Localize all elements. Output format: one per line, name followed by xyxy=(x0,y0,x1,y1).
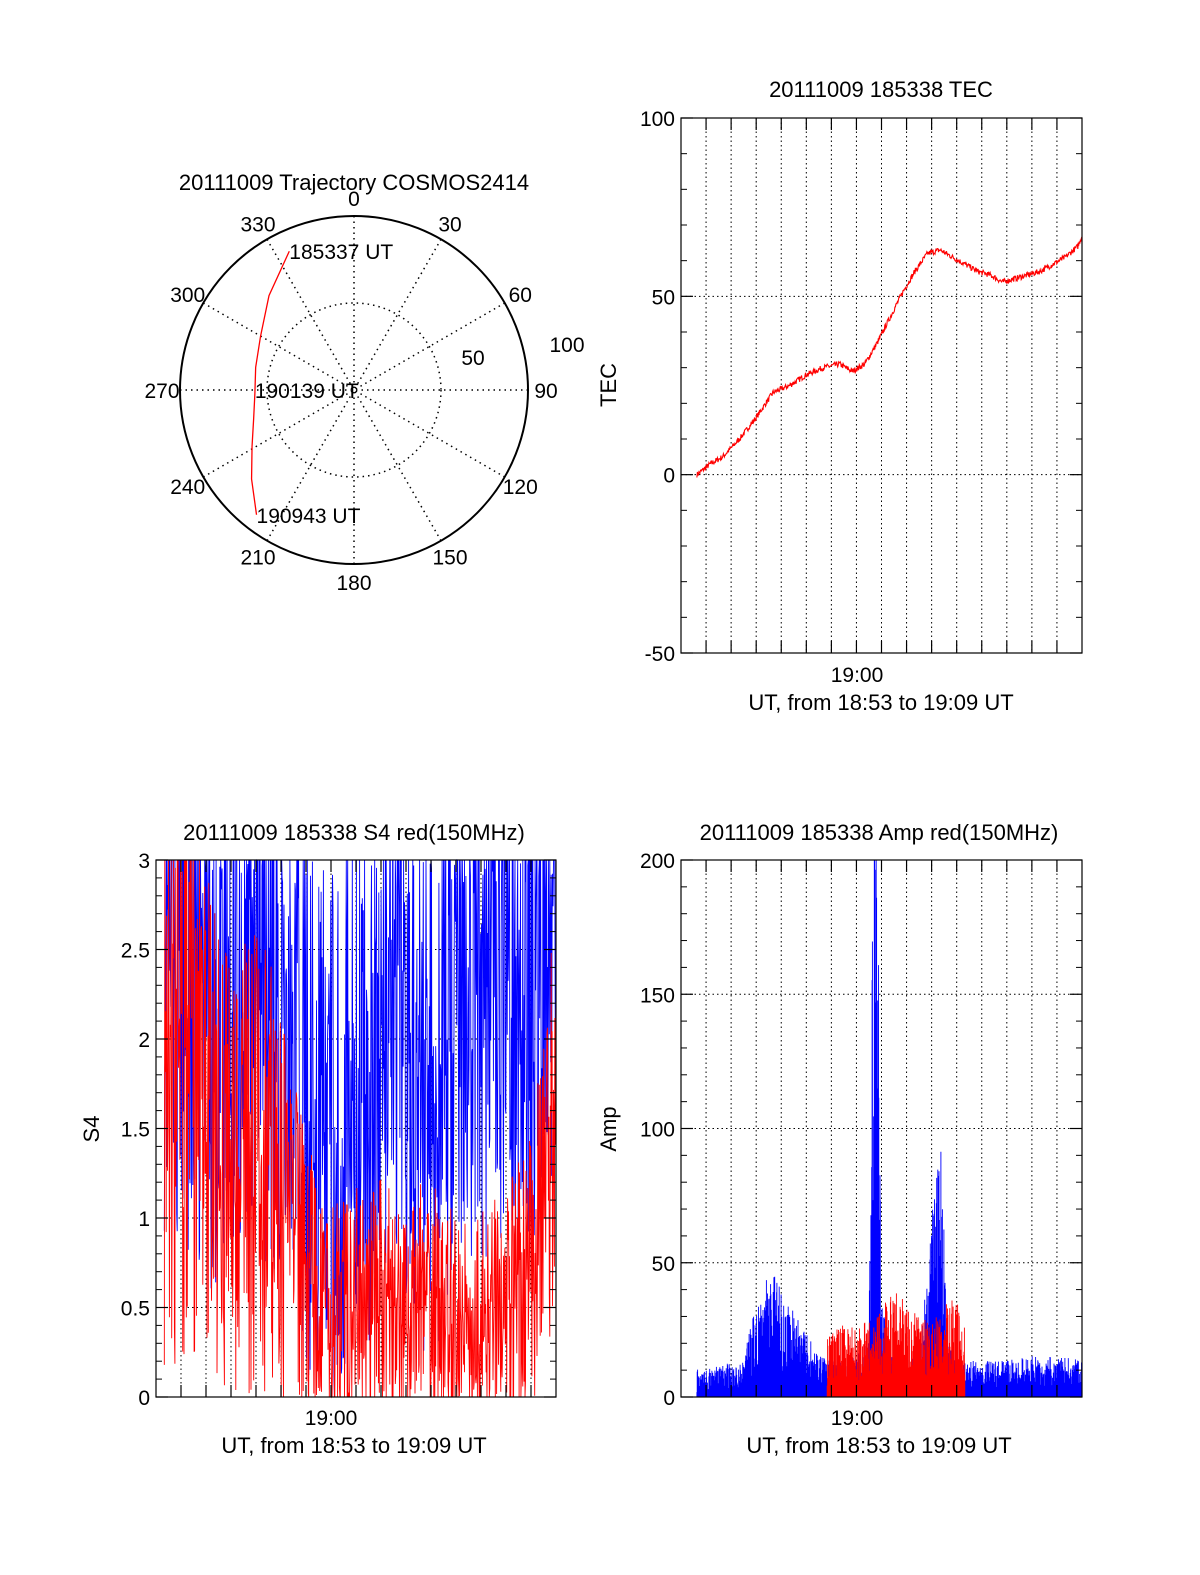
y-tick-label: 100 xyxy=(640,1119,675,1142)
polar-angle-label: 180 xyxy=(336,572,371,595)
polar-angle-label: 300 xyxy=(170,284,205,307)
trajectory-annotation: 185337 UT xyxy=(289,241,393,264)
y-tick-label: 150 xyxy=(640,984,675,1007)
y-tick-label: 0 xyxy=(663,1387,675,1410)
polar-angle-label: 60 xyxy=(509,284,532,307)
polar-grid xyxy=(180,216,528,564)
trajectory-annotation: 190139 UT xyxy=(255,380,359,403)
s4-panel: 20111009 185338 S4 red(150MHz) 0 0.5 1 1.5 2… xyxy=(79,820,557,1458)
tec-x-axis-label: UT, from 18:53 to 19:09 UT xyxy=(748,690,1013,715)
amp-grid xyxy=(681,860,1082,1397)
y-tick-label: -50 xyxy=(645,643,675,666)
y-tick-label: 100 xyxy=(640,108,675,131)
trajectory-line xyxy=(250,250,290,515)
tec-data xyxy=(696,236,1083,478)
s4-y-axis-label: S4 xyxy=(79,1116,104,1143)
polar-radius-label: 50 xyxy=(461,347,484,370)
polar-annotations: 185337 UT 190139 UT 190943 UT xyxy=(255,241,394,528)
y-tick-label: 200 xyxy=(640,850,675,873)
tec-x-tick-label: 19:00 xyxy=(831,664,884,687)
s4-title: 20111009 185338 S4 red(150MHz) xyxy=(183,820,525,845)
polar-angle-label: 330 xyxy=(240,214,275,237)
y-tick-label: 0 xyxy=(663,465,675,488)
polar-angle-label: 120 xyxy=(503,476,538,499)
trajectory-annotation: 190943 UT xyxy=(257,505,361,528)
amp-y-axis-label: Amp xyxy=(596,1106,621,1151)
tec-y-axis-label: TEC xyxy=(596,363,621,407)
s4-x-tick-label: 19:00 xyxy=(305,1407,358,1430)
amp-panel: 20111009 185338 Amp red(150MHz) 0 50 100 15… xyxy=(596,820,1083,1458)
s4-ticks: 0 0.5 1 1.5 2 2.5 3 xyxy=(121,850,556,1410)
y-tick-label: 0 xyxy=(138,1387,150,1410)
s4-x-axis-label: UT, from 18:53 to 19:09 UT xyxy=(221,1433,486,1458)
polar-angle-label: 90 xyxy=(534,380,557,403)
s4-series-line xyxy=(163,859,557,1399)
y-tick-label: 2 xyxy=(138,1029,150,1052)
polar-angle-label: 30 xyxy=(438,214,461,237)
trajectory-panel: 20111009 Trajectory COSMOS2414 0 30 60 90 12… xyxy=(144,170,584,595)
polar-angle-label: 150 xyxy=(432,546,467,569)
y-tick-label: 50 xyxy=(652,1253,675,1276)
s4-data xyxy=(163,858,557,1399)
polar-radius-labels: 50 100 xyxy=(461,334,584,370)
polar-angle-label: 270 xyxy=(144,380,179,403)
polar-angle-label: 240 xyxy=(170,476,205,499)
polar-angle-label: 0 xyxy=(348,188,360,211)
y-tick-label: 1.5 xyxy=(121,1119,150,1142)
amp-x-axis-label: UT, from 18:53 to 19:09 UT xyxy=(746,1433,1011,1458)
polar-angle-label: 210 xyxy=(240,546,275,569)
amp-x-tick-label: 19:00 xyxy=(831,1407,884,1430)
polar-outer-ring xyxy=(179,215,529,565)
amp-title: 20111009 185338 Amp red(150MHz) xyxy=(700,820,1059,845)
amp-ticks: 0 50 100 150 200 xyxy=(640,850,1082,1410)
tec-title: 20111009 185338 TEC xyxy=(769,77,993,102)
y-tick-label: 2.5 xyxy=(121,940,150,963)
trajectory-title: 20111009 Trajectory COSMOS2414 xyxy=(179,170,529,195)
tec-grid xyxy=(681,118,1082,653)
polar-radius-label: 100 xyxy=(549,334,584,357)
tec-series-line xyxy=(696,236,1083,478)
tec-ticks: -50 0 50 100 xyxy=(640,108,1082,666)
polar-angle-labels: 0 30 60 90 120 150 180 210 240 270 300 330 xyxy=(144,188,557,595)
polar-ring-50 xyxy=(266,302,442,478)
y-tick-label: 50 xyxy=(652,286,675,309)
amp-data xyxy=(696,860,1083,1397)
amp-series-bars xyxy=(826,1293,966,1397)
y-tick-label: 1 xyxy=(138,1208,150,1231)
polar-trajectory xyxy=(250,250,290,515)
y-tick-label: 3 xyxy=(138,850,150,873)
y-tick-label: 0.5 xyxy=(121,1298,150,1321)
